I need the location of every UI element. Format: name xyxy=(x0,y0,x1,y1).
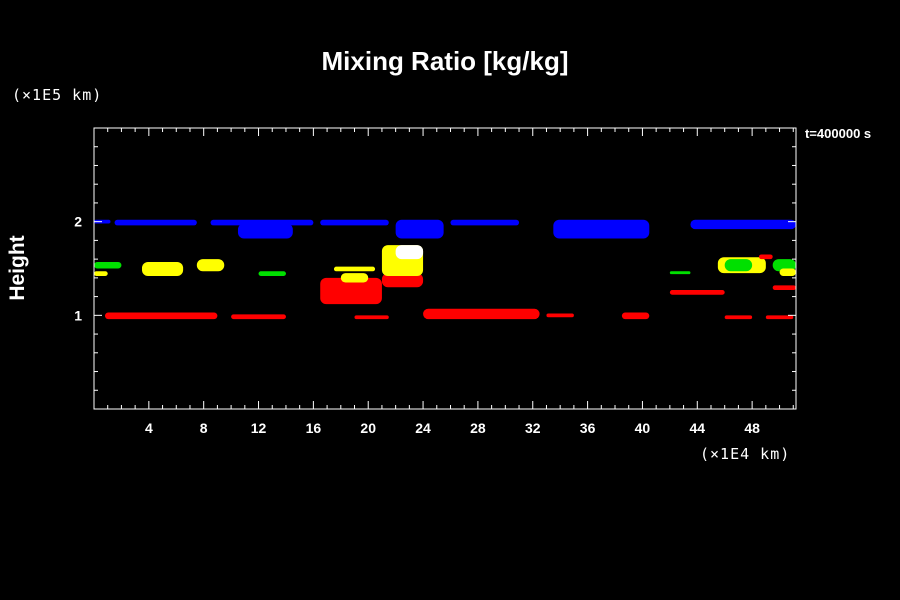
y-tick-label: 2 xyxy=(74,214,82,230)
x-tick-label: 4 xyxy=(145,420,153,436)
x-tick-label: 48 xyxy=(744,420,760,436)
plot-frame xyxy=(93,127,797,410)
contour-blob-yellow xyxy=(196,259,225,272)
x-tick-label: 20 xyxy=(360,420,376,436)
contour-blob-red xyxy=(381,273,424,288)
y-axis-unit: (×1E5 km) xyxy=(12,86,103,104)
contour-blob-blue xyxy=(395,219,444,239)
x-tick-label: 32 xyxy=(525,420,541,436)
contour-blob-red xyxy=(320,277,382,305)
contour-fill-layer xyxy=(94,219,796,320)
x-tick-label: 12 xyxy=(251,420,267,436)
contour-blob-green xyxy=(669,271,691,275)
x-tick-label: 16 xyxy=(306,420,322,436)
x-tick-label: 8 xyxy=(200,420,208,436)
contour-blob-red xyxy=(231,314,286,320)
y-tick-label: 1 xyxy=(74,307,82,323)
contour-blob-red xyxy=(724,315,753,320)
contour-blob-blue xyxy=(450,219,520,226)
contour-blob-red xyxy=(758,254,773,260)
contour-blob-blue xyxy=(114,219,197,226)
contour-blob-red xyxy=(546,313,574,318)
x-tick-label: 24 xyxy=(415,420,431,436)
contour-blob-white xyxy=(395,245,424,260)
contour-blob-blue xyxy=(237,223,293,239)
contour-blob-green xyxy=(724,259,753,272)
contour-blob-red xyxy=(669,290,725,295)
contour-blob-red xyxy=(621,312,650,320)
x-tick-label: 36 xyxy=(580,420,596,436)
contour-blob-yellow xyxy=(141,261,184,276)
contour-blob-yellow xyxy=(94,271,108,276)
contour-blob-yellow xyxy=(779,268,796,276)
x-tick-label: 28 xyxy=(470,420,486,436)
contour-blob-red xyxy=(354,315,389,320)
contour-blob-blue xyxy=(320,219,389,226)
contour-blob-red xyxy=(772,285,796,291)
contour-blob-red xyxy=(423,308,540,320)
plot-border xyxy=(93,127,797,410)
contour-blob-green xyxy=(772,259,796,272)
contour-blob-blue xyxy=(94,219,111,224)
contour-blob-blue xyxy=(553,219,650,239)
contour-blob-green xyxy=(258,271,286,276)
chart-title: Mixing Ratio [kg/kg] xyxy=(321,46,569,76)
x-tick-label: 40 xyxy=(635,420,651,436)
contour-blob-red xyxy=(104,312,218,320)
x-axis-unit: (×1E4 km) xyxy=(700,445,791,463)
contour-blob-yellow xyxy=(340,273,369,283)
contour-blob-green xyxy=(94,261,122,269)
contour-blob-blue xyxy=(690,219,796,230)
time-label: t=400000 s xyxy=(805,126,872,141)
contour-blob-yellow xyxy=(333,266,376,272)
contour-blob-red xyxy=(765,315,794,320)
x-tick-label: 44 xyxy=(689,420,705,436)
